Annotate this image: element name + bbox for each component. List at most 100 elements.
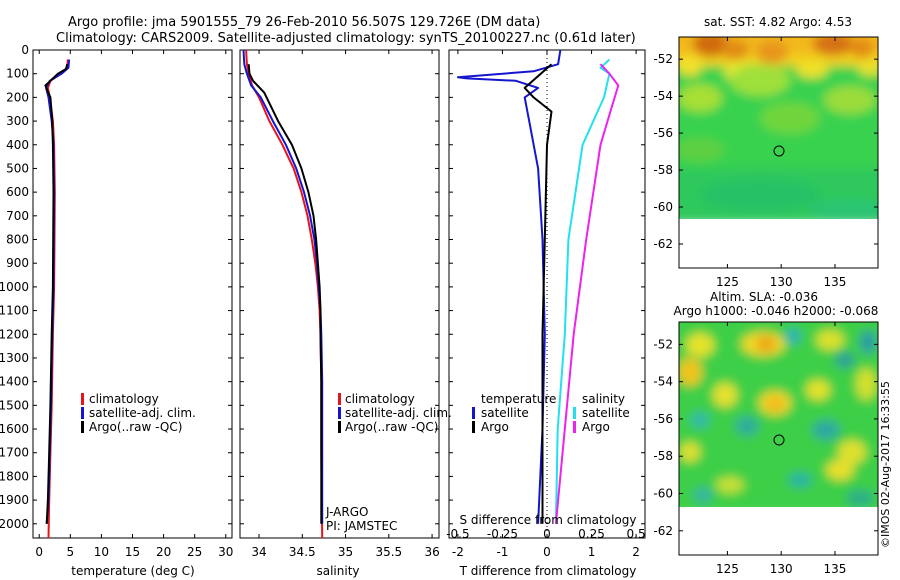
legend-swatch-climatology: [338, 393, 341, 405]
depth-tick-label: 1800: [0, 469, 29, 483]
x-tick-label: 25: [187, 545, 202, 559]
latitude-tick-label: -62: [653, 237, 673, 251]
depth-tick-label: 800: [6, 233, 29, 247]
legend-label-argo: Argo(..raw -QC): [89, 420, 182, 434]
header-line-1: Argo profile: jma 5901555_79 26-Feb-2010…: [68, 15, 540, 30]
legend-label-argo: Argo(..raw -QC): [345, 420, 438, 434]
latitude-tick-label: -54: [653, 89, 673, 103]
sst-no-data-area: [679, 219, 878, 269]
depth-tick-label: 100: [6, 67, 29, 81]
sst-heatmap: [679, 37, 878, 219]
legend-swatch-s-satellite: [573, 407, 576, 419]
depth-tick-label: 700: [6, 209, 29, 223]
depth-tick-label: 0: [21, 43, 29, 57]
temperature-axis-ticks: 0 5 10 15 20 25 30: [35, 50, 233, 559]
longitude-tick-label: 135: [824, 275, 847, 289]
x-tick-label: 2: [632, 545, 640, 559]
imos-credit: ©IMOS 02-Aug-2017 16:33:55: [879, 381, 892, 548]
sst-map-title: sat. SST: 4.82 Argo: 4.53: [704, 15, 852, 29]
salinity-axis-label: salinity: [316, 564, 359, 578]
difference-panel: -2 -1 0 1 2 temperature satellite Argo salin…: [446, 49, 646, 578]
x-tick-label: 30: [218, 545, 233, 559]
x-tick-label: 35.5: [375, 545, 402, 559]
depth-tick-label: 600: [6, 185, 29, 199]
sla-no-data-area: [679, 507, 878, 557]
x-tick-label: -1: [496, 545, 508, 559]
series-line-climatology: [245, 49, 324, 539]
depth-tick-label: 1600: [0, 422, 29, 436]
legend-swatch-t-argo: [472, 421, 475, 433]
difference-series: [456, 49, 620, 524]
legend-swatch-argo: [81, 421, 84, 433]
latitude-tick-label: -58: [653, 163, 673, 177]
depth-tick-label: 2000: [0, 517, 29, 531]
depth-tick-label: 1300: [0, 351, 29, 365]
depth-tick-label: 1500: [0, 398, 29, 412]
x-tick-label: 15: [125, 545, 140, 559]
float-program-label: J-ARGO: [325, 505, 368, 519]
difference-legend: temperature satellite Argo salinity sate…: [472, 392, 630, 434]
depth-tick-label: 1700: [0, 446, 29, 460]
x-tick-label: 35: [338, 545, 353, 559]
temperature-panel: 0100200300400500600700800900100011001200…: [0, 43, 233, 578]
legend-label-climatology: climatology: [89, 392, 159, 406]
x-tick-label: -2: [452, 545, 464, 559]
latitude-tick-label: -60: [653, 200, 673, 214]
series-line-t-satellite: [456, 49, 562, 524]
sst-map-panel: sat. SST: 4.82 Argo: 4.53: [653, 15, 879, 289]
x-tick-label: 36: [424, 545, 439, 559]
depth-tick-label: 1900: [0, 493, 29, 507]
series-line-argo: [247, 64, 323, 524]
latitude-tick-label: -58: [653, 449, 673, 463]
latitude-tick-label: -52: [653, 337, 673, 351]
legend-heading-salinity: salinity: [582, 392, 625, 406]
depth-tick-label: 1000: [0, 280, 29, 294]
salinity-difference-axis-label: S difference from climatology: [460, 513, 637, 527]
longitude-tick-label: 125: [716, 275, 739, 289]
x-tick-label: 1: [588, 545, 596, 559]
salinity-difference-tick-label: -0.25: [487, 527, 518, 541]
depth-tick-label: 500: [6, 161, 29, 175]
temperature-series: [44, 59, 71, 539]
legend-label-satellite: satellite-adj. clim.: [345, 406, 452, 420]
legend-heading-temperature: temperature: [481, 392, 556, 406]
series-line-satellite-adj-clim-: [242, 49, 324, 524]
depth-axis-ticks: 0 100 200 300 400 500 600 700 800 900 1000 1100 1200…: [0, 43, 232, 531]
depth-tick-label: 400: [6, 138, 29, 152]
x-tick-label: 10: [94, 545, 109, 559]
salinity-depth-ticks: [240, 49, 439, 525]
sla-heatmap: [679, 322, 878, 507]
depth-tick-label: 300: [6, 114, 29, 128]
salinity-plot-frame: [239, 49, 440, 539]
series-line-climatology: [46, 59, 69, 539]
series-line-t-argo: [523, 63, 553, 524]
x-tick-label: 0: [35, 545, 43, 559]
depth-tick-label: 200: [6, 90, 29, 104]
sla-float-position-marker: [773, 434, 785, 446]
latitude-tick-label: -60: [653, 486, 673, 500]
sst-map-frame: [678, 36, 879, 269]
series-line-argo: [44, 63, 69, 524]
latitude-tick-label: -56: [653, 126, 673, 140]
sst-map-ticks: 125 130 135 -52 -54 -56 -58 -60 -62: [653, 37, 878, 289]
latitude-tick-label: -56: [653, 412, 673, 426]
salinity-legend: climatology satellite-adj. clim. Argo(..…: [338, 392, 452, 434]
salinity-difference-tick-label: 0.5: [627, 527, 646, 541]
legend-label-s-argo: Argo: [582, 420, 610, 434]
legend-label-t-satellite: satellite: [481, 406, 529, 420]
legend-swatch-satellite: [81, 407, 84, 419]
longitude-tick-label: 135: [824, 562, 847, 576]
x-tick-label: 20: [156, 545, 171, 559]
salinity-difference-ticks: -0.5 -0.25 0 0.25 0.5: [446, 527, 645, 541]
difference-depth-ticks: [449, 49, 645, 525]
depth-tick-label: 900: [6, 256, 29, 270]
header-line-2: Climatology: CARS2009. Satellite-adjuste…: [56, 31, 636, 46]
depth-tick-label: 1200: [0, 327, 29, 341]
sla-map-subtitle: Argo h1000: -0.046 h2000: -0.068: [674, 304, 879, 318]
difference-axis-ticks: -2 -1 0 1 2: [452, 50, 640, 559]
longitude-tick-label: 130: [770, 562, 793, 576]
salinity-difference-tick-label: -0.5: [446, 527, 469, 541]
legend-swatch-satellite: [338, 407, 341, 419]
latitude-tick-label: -54: [653, 375, 673, 389]
